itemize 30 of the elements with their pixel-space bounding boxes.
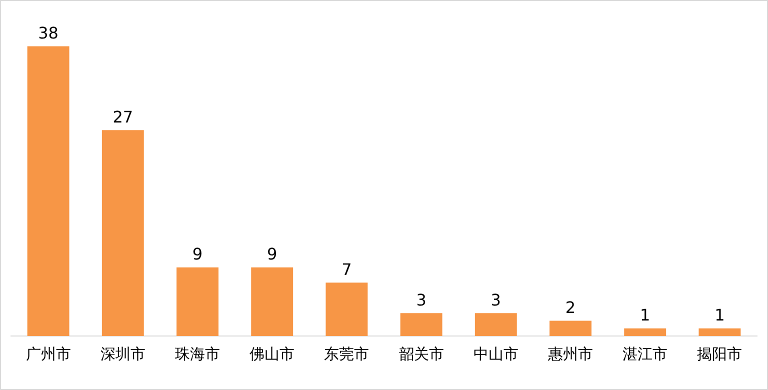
bar	[400, 313, 442, 336]
bar	[27, 46, 70, 336]
data-label: 2	[565, 298, 576, 317]
x-tick-label: 韶关市	[398, 344, 444, 363]
data-label: 1	[714, 306, 725, 325]
bar	[624, 328, 666, 336]
data-label: 3	[416, 290, 426, 310]
x-tick-label: 东莞市	[324, 344, 370, 363]
x-tick-label: 湛江市	[622, 344, 668, 363]
bar	[251, 267, 294, 336]
data-label: 3	[490, 290, 501, 310]
data-label: 1	[640, 306, 650, 325]
x-tick-label: 惠州市	[547, 344, 593, 363]
bar	[102, 130, 144, 336]
x-tick-label: 深圳市	[100, 344, 146, 363]
bar	[176, 267, 218, 336]
bar	[474, 313, 517, 336]
data-label: 9	[267, 244, 278, 264]
x-tick-label: 广州市	[26, 344, 71, 363]
data-label: 7	[342, 260, 352, 279]
data-label: 38	[38, 23, 58, 42]
bar	[550, 320, 592, 336]
x-tick-label: 佛山市	[250, 344, 295, 363]
data-label: 27	[112, 107, 134, 126]
x-tick-label: 珠海市	[175, 344, 220, 363]
x-tick-label: 揭阳市	[697, 344, 742, 363]
data-label: 9	[192, 244, 203, 264]
x-tick-label: 中山市	[473, 344, 518, 363]
bar	[698, 328, 741, 336]
bar	[326, 282, 368, 336]
